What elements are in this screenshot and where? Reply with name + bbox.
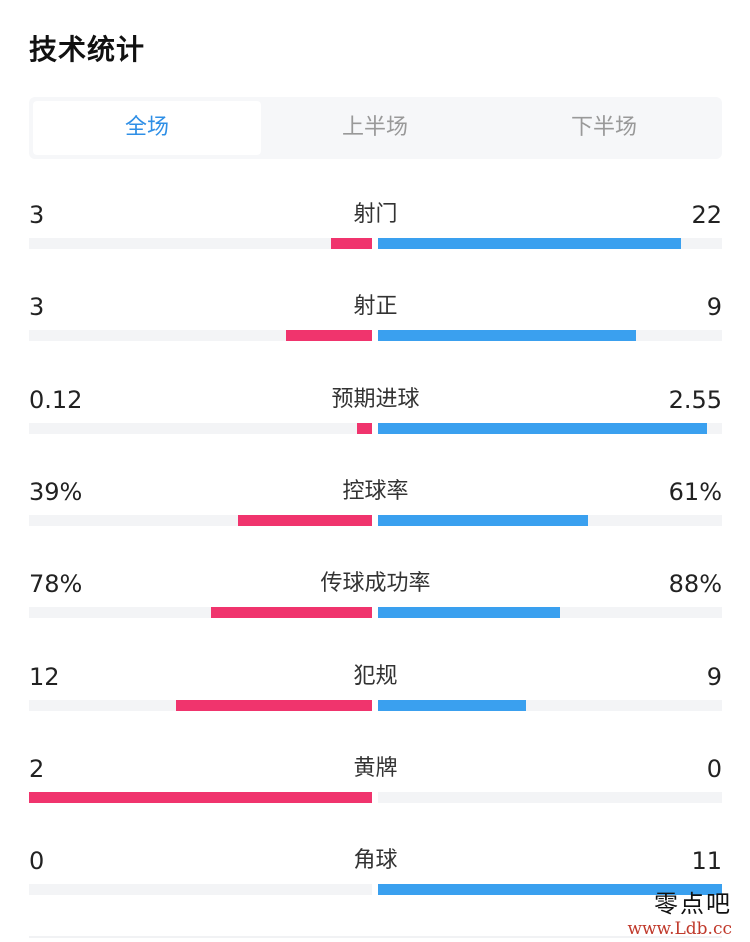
stat-label: 射正 — [353, 294, 398, 319]
away-value: 11 — [691, 847, 722, 875]
home-value: 2 — [29, 755, 45, 783]
away-bar-track — [378, 238, 722, 249]
away-value: 88% — [668, 570, 722, 598]
watermark-text: 零点吧 — [654, 890, 732, 918]
away-bar-track — [378, 423, 722, 434]
home-value: 12 — [29, 663, 60, 691]
away-value: 9 — [706, 293, 722, 321]
stat-label: 犯规 — [353, 664, 398, 689]
stat-row: 控球率 39% 61% — [29, 475, 722, 535]
away-bar-track — [378, 607, 722, 618]
period-tabs: 全场 上半场 下半场 — [29, 97, 722, 159]
home-bar-track — [29, 700, 372, 711]
page-title: 技术统计 — [29, 33, 146, 66]
watermark-url: www.Ldb.cc — [627, 919, 732, 939]
stat-row: 黄牌 2 0 — [29, 752, 722, 812]
home-bar-track — [29, 330, 372, 341]
stat-label: 角球 — [353, 848, 398, 873]
home-bar-track — [29, 792, 372, 803]
stat-row: 预期进球 0.12 2.55 — [29, 383, 722, 443]
home-bar-track — [29, 515, 372, 526]
home-bar-track — [29, 607, 372, 618]
away-bar-track — [378, 700, 722, 711]
stat-label: 黄牌 — [353, 756, 398, 781]
stat-label: 传球成功率 — [320, 571, 431, 596]
stat-label: 射门 — [353, 202, 398, 227]
tab-full-match[interactable]: 全场 — [33, 101, 261, 155]
home-value: 78% — [29, 570, 83, 598]
away-bar — [378, 238, 681, 249]
away-value: 22 — [691, 201, 722, 229]
away-value: 0 — [706, 755, 722, 783]
home-bar — [238, 515, 372, 526]
home-value: 0.12 — [29, 386, 83, 414]
home-bar-track — [29, 423, 372, 434]
stat-row: 角球 0 11 — [29, 844, 722, 904]
away-bar — [378, 884, 722, 895]
stat-row: 传球成功率 78% 88% — [29, 567, 722, 627]
home-bar — [331, 238, 372, 249]
away-bar-track — [378, 330, 722, 341]
watermark: 零点吧 www.Ldb.cc — [627, 890, 732, 940]
away-value: 2.55 — [668, 386, 722, 414]
home-value: 39% — [29, 478, 83, 506]
stat-row: 射门 3 22 — [29, 198, 722, 258]
home-value: 3 — [29, 201, 45, 229]
home-value: 3 — [29, 293, 45, 321]
home-bar-track — [29, 884, 372, 895]
away-value: 9 — [706, 663, 722, 691]
away-bar — [378, 330, 636, 341]
home-value: 0 — [29, 847, 45, 875]
stat-label: 控球率 — [342, 479, 409, 504]
stat-row: 犯规 12 9 — [29, 660, 722, 720]
away-value: 61% — [668, 478, 722, 506]
stat-row: 射正 3 9 — [29, 290, 722, 350]
away-bar — [378, 607, 560, 618]
away-bar-track — [378, 792, 722, 803]
away-bar — [378, 423, 707, 434]
away-bar — [378, 700, 526, 711]
home-bar — [286, 330, 372, 341]
stat-label: 预期进球 — [331, 387, 420, 412]
home-bar-track — [29, 238, 372, 249]
away-bar-track — [378, 515, 722, 526]
tab-second-half[interactable]: 下半场 — [570, 115, 637, 140]
home-bar — [29, 792, 372, 803]
home-bar — [211, 607, 372, 618]
home-bar — [176, 700, 372, 711]
away-bar-track — [378, 884, 722, 895]
bottom-divider — [29, 936, 722, 938]
away-bar — [378, 515, 588, 526]
tab-first-half[interactable]: 上半场 — [341, 115, 408, 140]
home-bar — [357, 423, 372, 434]
